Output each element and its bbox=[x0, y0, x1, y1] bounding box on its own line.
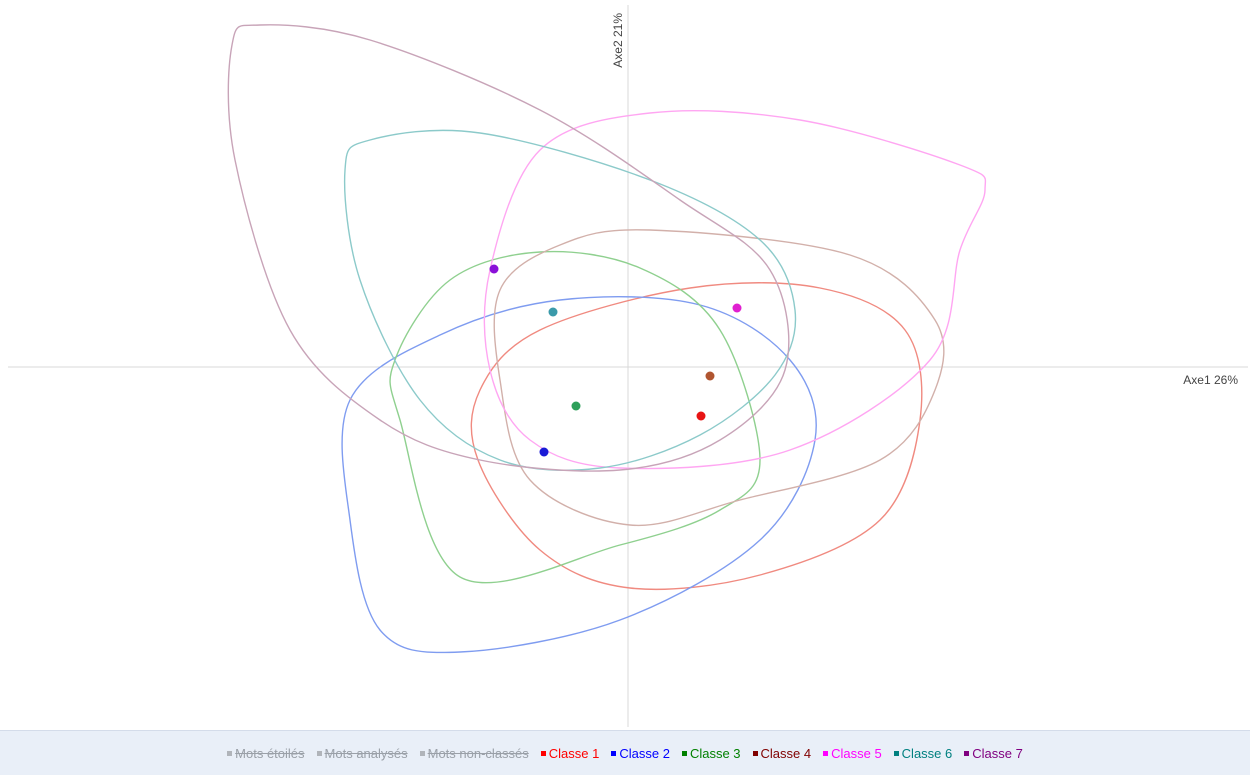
class-point bbox=[548, 307, 558, 317]
legend: Mots étoilés Mots analysés Mots non-classé… bbox=[0, 730, 1250, 775]
legend-label: Classe 7 bbox=[972, 745, 1023, 761]
legend-swatch bbox=[419, 750, 425, 756]
chart: Axe1 26% Axe2 21% bbox=[8, 5, 1248, 727]
class-point bbox=[705, 371, 715, 381]
legend-swatch bbox=[752, 750, 758, 756]
class-contour bbox=[341, 296, 817, 654]
class-point bbox=[571, 401, 581, 411]
legend-item[interactable]: Mots analysés bbox=[316, 745, 408, 761]
legend-item[interactable]: Classe 4 bbox=[752, 745, 812, 761]
legend-swatch bbox=[893, 750, 899, 756]
legend-swatch bbox=[540, 750, 546, 756]
legend-item[interactable]: Classe 6 bbox=[893, 745, 953, 761]
legend-label: Mots étoilés bbox=[235, 745, 305, 761]
legend-label: Classe 1 bbox=[548, 745, 600, 761]
class-point bbox=[732, 303, 742, 313]
class-contour bbox=[470, 282, 923, 591]
legend-item[interactable]: Classe 1 bbox=[540, 745, 600, 761]
legend-label: Classe 4 bbox=[760, 745, 812, 761]
legend-label: Classe 5 bbox=[831, 745, 882, 761]
legend-swatch bbox=[316, 750, 322, 756]
legend-item[interactable]: Mots non-classés bbox=[419, 745, 529, 761]
x-axis-label: Axe1 26% bbox=[1183, 373, 1238, 387]
class-contour bbox=[493, 229, 945, 527]
class-point bbox=[539, 447, 549, 457]
legend-label: Mots analysés bbox=[324, 745, 408, 761]
class-point bbox=[489, 264, 499, 274]
legend-swatch bbox=[964, 750, 970, 756]
legend-label: Classe 3 bbox=[689, 745, 741, 761]
legend-item[interactable]: Classe 5 bbox=[823, 746, 882, 761]
legend-label: Classe 2 bbox=[619, 745, 670, 761]
legend-item[interactable]: Classe 2 bbox=[611, 746, 670, 761]
class-contour bbox=[389, 250, 761, 584]
legend-swatch bbox=[823, 750, 829, 756]
legend-item[interactable]: Classe 3 bbox=[681, 745, 741, 761]
class-point bbox=[696, 411, 706, 421]
legend-label: Classe 6 bbox=[901, 745, 953, 761]
class-contour bbox=[343, 129, 797, 471]
class-contour bbox=[483, 109, 987, 470]
legend-swatch bbox=[681, 750, 687, 756]
y-axis-label: Axe2 21% bbox=[611, 13, 625, 68]
legend-swatch bbox=[611, 750, 617, 756]
legend-item[interactable]: Classe 7 bbox=[964, 746, 1023, 761]
legend-item[interactable]: Mots étoilés bbox=[227, 745, 305, 761]
legend-swatch bbox=[227, 750, 233, 756]
class-contour bbox=[227, 24, 790, 472]
legend-label: Mots non-classés bbox=[427, 745, 529, 761]
